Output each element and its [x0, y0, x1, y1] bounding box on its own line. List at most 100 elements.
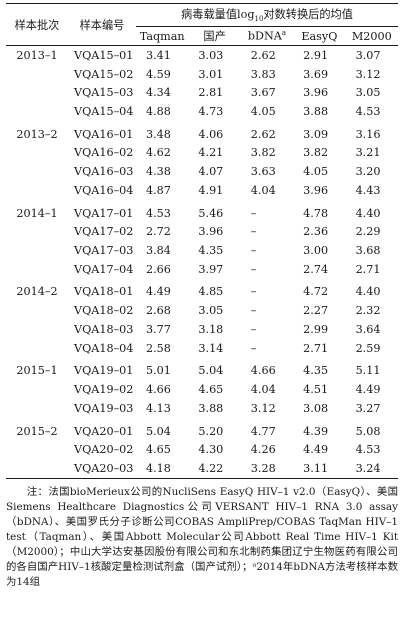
cell-value: 2.72	[146, 225, 171, 239]
cell-batch	[6, 144, 68, 163]
cell-value: 4.30	[198, 443, 224, 457]
cell-value: 4.78	[303, 206, 329, 220]
cell-value: 3.12	[250, 401, 276, 415]
cell-value: 3.84	[146, 244, 171, 258]
cell-value: 5.08	[355, 424, 381, 438]
cell-value: 3.88	[198, 401, 224, 415]
cell-value: 3.68	[355, 244, 381, 258]
cell-value: 3.21	[355, 146, 381, 160]
cell-value: 4.18	[136, 459, 189, 479]
cell-value: –	[250, 262, 257, 276]
header-m2000: M2000	[345, 26, 399, 46]
cell-value: 4.34	[146, 86, 171, 100]
cell-value: 3.05	[355, 86, 381, 100]
cell-value: 3.24	[345, 459, 399, 479]
table-row: VQA19–02 4.66 4.65 4.04 4.51 4.49	[6, 380, 398, 399]
cell-value: 4.49	[303, 443, 329, 457]
cell-value: 4.66	[146, 383, 171, 397]
header-group-prefix: 病毒载量值log	[181, 8, 255, 22]
cell-sample-id: VQA20–02	[74, 443, 134, 457]
table-row: VQA16–03 4.38 4.07 3.63 4.05 3.20	[6, 162, 398, 181]
cell-batch	[6, 222, 68, 241]
table-row: 2014–1 VQA17–01 4.53 5.46 – 4.78 4.40	[6, 200, 398, 223]
cell-batch: 2014–1	[16, 206, 58, 220]
table-row: 2015–1 VQA19–01 5.01 5.04 4.66 4.35 5.11	[6, 358, 398, 381]
table-container: 样本批次 样本编号 病毒载量值log10对数转换后的均值 Taqman 国产 b…	[6, 0, 399, 590]
cell-value: 2.66	[146, 262, 171, 276]
cell-batch	[6, 83, 68, 102]
cell-value: 3.16	[355, 127, 381, 141]
table-row: 2013–1 VQA15–01 3.41 3.03 2.62 2.91 3.07	[6, 46, 398, 65]
cell-value: 2.74	[303, 262, 329, 276]
cell-sample-id: VQA18–01	[74, 285, 134, 299]
cell-value: 3.03	[198, 48, 224, 62]
cell-value: 2.59	[355, 341, 381, 355]
table-footnote: 注：法国bioMerieux公司的NucliSens EasyQ HIV–1 v…	[6, 485, 398, 588]
cell-value: 2.68	[146, 304, 171, 318]
cell-sample-id: VQA19–01	[74, 364, 134, 378]
cell-batch	[6, 440, 68, 459]
cell-sample-id: VQA15–02	[74, 67, 134, 81]
cell-value: 3.14	[198, 341, 224, 355]
cell-value: 4.77	[250, 424, 276, 438]
cell-value: 5.11	[355, 364, 381, 378]
cell-value: 3.97	[198, 262, 224, 276]
cell-value: 3.20	[355, 165, 381, 179]
cell-sample-id: VQA17–02	[74, 225, 134, 239]
cell-sample-id: VQA16–02	[74, 146, 134, 160]
cell-value: 4.35	[303, 364, 329, 378]
cell-value: 4.59	[146, 67, 171, 81]
viral-load-table: 样本批次 样本编号 病毒载量值log10对数转换后的均值 Taqman 国产 b…	[6, 3, 399, 479]
cell-value: 4.39	[303, 424, 329, 438]
cell-value: 2.58	[146, 341, 171, 355]
cell-value: 4.43	[355, 183, 381, 197]
cell-value: 4.88	[146, 105, 171, 119]
cell-batch	[6, 380, 68, 399]
header-group-sub: 10	[254, 15, 264, 24]
cell-sample-id: VQA15–01	[74, 48, 134, 62]
cell-value: 4.04	[250, 383, 276, 397]
table-row: VQA18–02 2.68 3.05 – 2.27 2.32	[6, 301, 398, 320]
cell-value: 4.21	[198, 146, 224, 160]
cell-value: 3.82	[250, 146, 276, 160]
cell-sample-id: VQA18–02	[74, 304, 134, 318]
cell-value: 2.36	[303, 225, 329, 239]
cell-sample-id: VQA16–04	[74, 183, 134, 197]
table-row: VQA15–02 4.59 3.01 3.83 3.69 3.12	[6, 65, 398, 84]
cell-sample-id: VQA17–01	[74, 206, 134, 220]
table-row: VQA20–03 4.18 4.22 3.28 3.11 3.24	[6, 459, 399, 479]
cell-value: 4.62	[146, 146, 171, 160]
cell-value: 3.63	[250, 165, 276, 179]
cell-sample-id: VQA15–04	[74, 105, 134, 119]
cell-value: 3.05	[198, 304, 224, 318]
cell-sample-id: VQA20–01	[74, 424, 134, 438]
cell-batch	[6, 241, 68, 260]
cell-value: 5.20	[198, 424, 224, 438]
cell-value: 2.29	[355, 225, 381, 239]
cell-value: 3.41	[146, 48, 171, 62]
cell-value: 2.99	[303, 322, 329, 336]
cell-value: 3.09	[303, 127, 329, 141]
cell-value: –	[250, 341, 257, 355]
cell-value: 4.91	[198, 183, 224, 197]
cell-value: 4.13	[146, 401, 171, 415]
cell-value: 3.64	[355, 322, 381, 336]
cell-batch	[6, 399, 68, 418]
cell-value: 3.88	[303, 105, 329, 119]
cell-batch	[6, 102, 68, 121]
cell-value: 2.62	[250, 127, 276, 141]
cell-value: 2.81	[198, 86, 224, 100]
cell-batch	[6, 65, 68, 84]
table-row: VQA15–03 4.34 2.81 3.67 3.96 3.05	[6, 83, 398, 102]
cell-value: 4.53	[355, 105, 381, 119]
cell-value: 2.32	[355, 304, 381, 318]
cell-sample-id: VQA16–01	[74, 127, 134, 141]
cell-value: 3.00	[303, 244, 329, 258]
cell-value: 4.40	[355, 285, 381, 299]
cell-sample-id: VQA18–04	[74, 341, 134, 355]
cell-value: 4.04	[250, 183, 276, 197]
table-row: VQA17–02 2.72 3.96 – 2.36 2.29	[6, 222, 398, 241]
cell-sample-id: VQA19–02	[74, 383, 134, 397]
cell-value: 4.72	[303, 285, 329, 299]
cell-value: 4.40	[355, 206, 381, 220]
